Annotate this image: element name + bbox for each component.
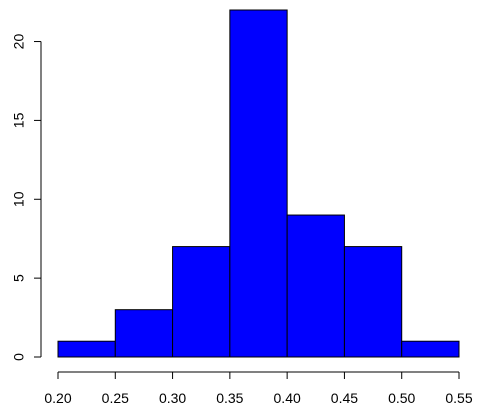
histogram-bar [401, 340, 460, 358]
y-tick-label: 10 [11, 191, 27, 207]
x-tick-label: 0.35 [216, 390, 243, 406]
x-tick-label: 0.50 [388, 390, 415, 406]
x-tick-label: 0.45 [331, 390, 358, 406]
x-tick-label: 0.55 [445, 390, 472, 406]
histogram-bar [343, 246, 403, 358]
x-axis: 0.20 0.25 0.30 0.35 0.40 0.45 0.50 0.55 [44, 371, 473, 406]
histogram-bar [286, 214, 345, 358]
bars-layer [57, 9, 460, 358]
x-tick-label: 0.30 [159, 390, 186, 406]
x-tick-label: 0.40 [274, 390, 301, 406]
x-tick-label: 0.25 [102, 390, 129, 406]
y-tick-label: 0 [11, 353, 27, 361]
y-axis: 0 5 10 15 20 [11, 34, 42, 361]
y-tick-label: 15 [11, 112, 27, 128]
y-tick-label: 20 [11, 34, 27, 50]
y-tick-label: 5 [11, 274, 27, 282]
histogram-bar [57, 340, 116, 358]
histogram-bar [229, 9, 288, 358]
histogram-bar [172, 246, 231, 358]
histogram-bar [114, 309, 174, 358]
x-tick-label: 0.20 [44, 390, 71, 406]
